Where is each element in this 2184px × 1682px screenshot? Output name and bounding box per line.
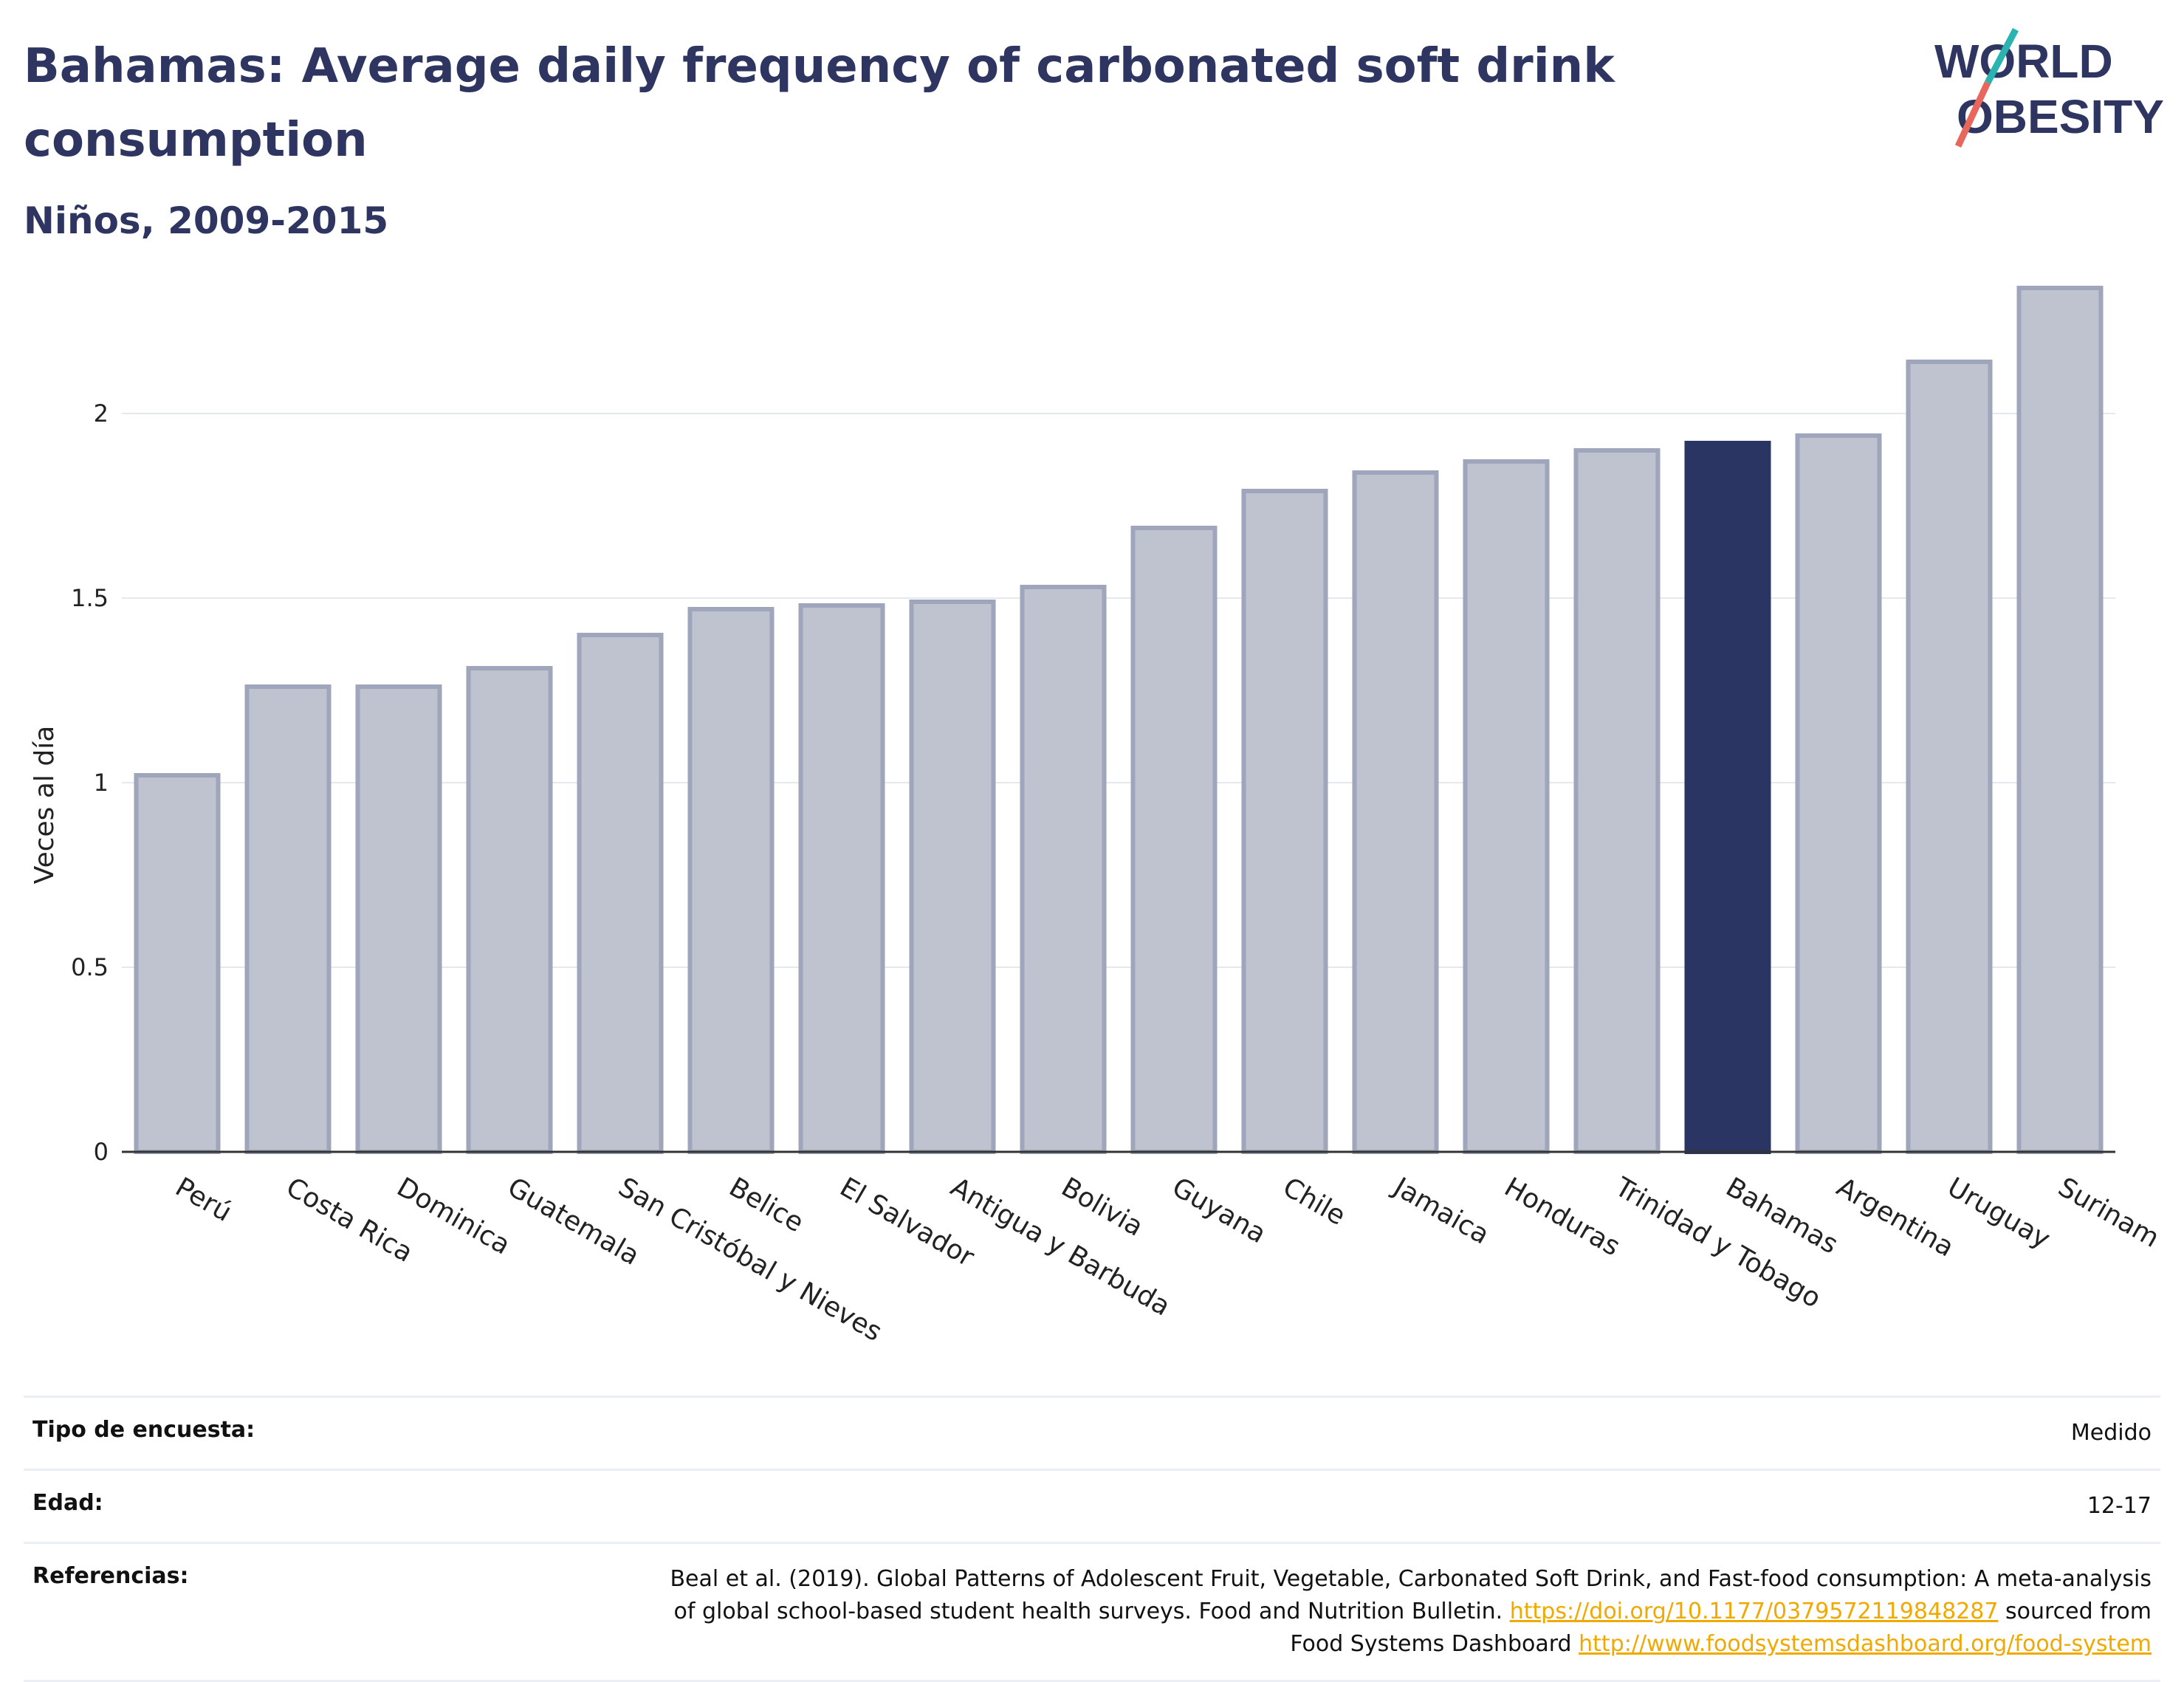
age-value: 12-17 (351, 1469, 2160, 1543)
info-row-references: Referencias: Beal et al. (2019). Global … (24, 1542, 2160, 1682)
reference-text-1: Beal et al. (2019). Global Patterns of A… (670, 1566, 2152, 1592)
bar (1130, 526, 1218, 1154)
logo-slash-red (1954, 81, 1991, 148)
x-tick-label: Honduras (1500, 1172, 1625, 1262)
y-tick-label: 1 (94, 769, 109, 797)
bar (1352, 470, 1439, 1154)
survey-info-table: Tipo de encuesta: Medido Edad: 12-17 Ref… (24, 1396, 2160, 1682)
world-obesity-logo: WORLD OBESITY (1934, 27, 2164, 148)
x-tick-label: Jamaica (1387, 1171, 1494, 1250)
x-tick-label: Belice (724, 1172, 809, 1238)
references-value: Beal et al. (2019). Global Patterns of A… (351, 1542, 2160, 1682)
survey-type-label: Tipo de encuesta: (24, 1396, 351, 1470)
survey-type-value: Medido (351, 1396, 2160, 1470)
bar (1573, 448, 1661, 1154)
y-tick-label: 0.5 (71, 953, 109, 981)
chart-title: Bahamas: Average daily frequency of carb… (24, 39, 1615, 168)
bar (577, 633, 664, 1154)
x-tick-label: Chile (1278, 1172, 1351, 1232)
bar (1020, 585, 1107, 1154)
x-tick-label: Costa Rica (281, 1172, 418, 1269)
chart-subtitle: Niños, 2009-2015 (24, 199, 389, 242)
x-tick-label: Argentina (1832, 1172, 1960, 1263)
bar (244, 684, 332, 1154)
bar (909, 600, 996, 1154)
bar (687, 607, 775, 1154)
dashboard-link[interactable]: http://www.foodsystemsdashboard.org/food… (1579, 1631, 2152, 1657)
y-tick-label: 0 (94, 1138, 109, 1166)
x-tick-label: Bolivia (1057, 1172, 1149, 1243)
info-row-age: Edad: 12-17 (24, 1469, 2160, 1543)
bar (1906, 360, 1993, 1154)
logo-word-obesity: OBESITY (1957, 90, 2164, 143)
x-tick-label: Guyana (1167, 1172, 1271, 1249)
bar (1463, 459, 1550, 1154)
bar (2016, 286, 2104, 1154)
reference-text-2: of global school-based student health su… (673, 1599, 1503, 1624)
references-label: Referencias: (24, 1542, 351, 1682)
logo-word-world: WORLD (1934, 35, 2113, 88)
x-tick-label: Uruguay (1943, 1172, 2056, 1254)
x-tick-label: Perú (171, 1172, 237, 1228)
bar (1241, 489, 1328, 1154)
y-tick-label: 1.5 (71, 584, 109, 612)
info-row-survey-type: Tipo de encuesta: Medido (24, 1396, 2160, 1470)
doi-link[interactable]: https://doi.org/10.1177/0379572119848287 (1509, 1599, 1999, 1624)
bar-highlighted (1684, 441, 1771, 1154)
bar (134, 773, 221, 1154)
y-axis-label: Veces al día (30, 726, 60, 885)
bar (798, 603, 885, 1154)
bar (355, 684, 442, 1154)
age-label: Edad: (24, 1469, 351, 1543)
x-tick-label: Trinidad y Tobago (1610, 1172, 1826, 1314)
y-tick-label: 2 (94, 399, 109, 428)
bar (466, 666, 553, 1154)
bar (1795, 433, 1882, 1154)
x-tick-label: Surinam (2053, 1172, 2165, 1254)
reference-text-3: sourced from (2005, 1599, 2152, 1624)
logo-slash-teal (1985, 27, 2019, 85)
reference-text-4: Food Systems Dashboard (1290, 1631, 1572, 1657)
